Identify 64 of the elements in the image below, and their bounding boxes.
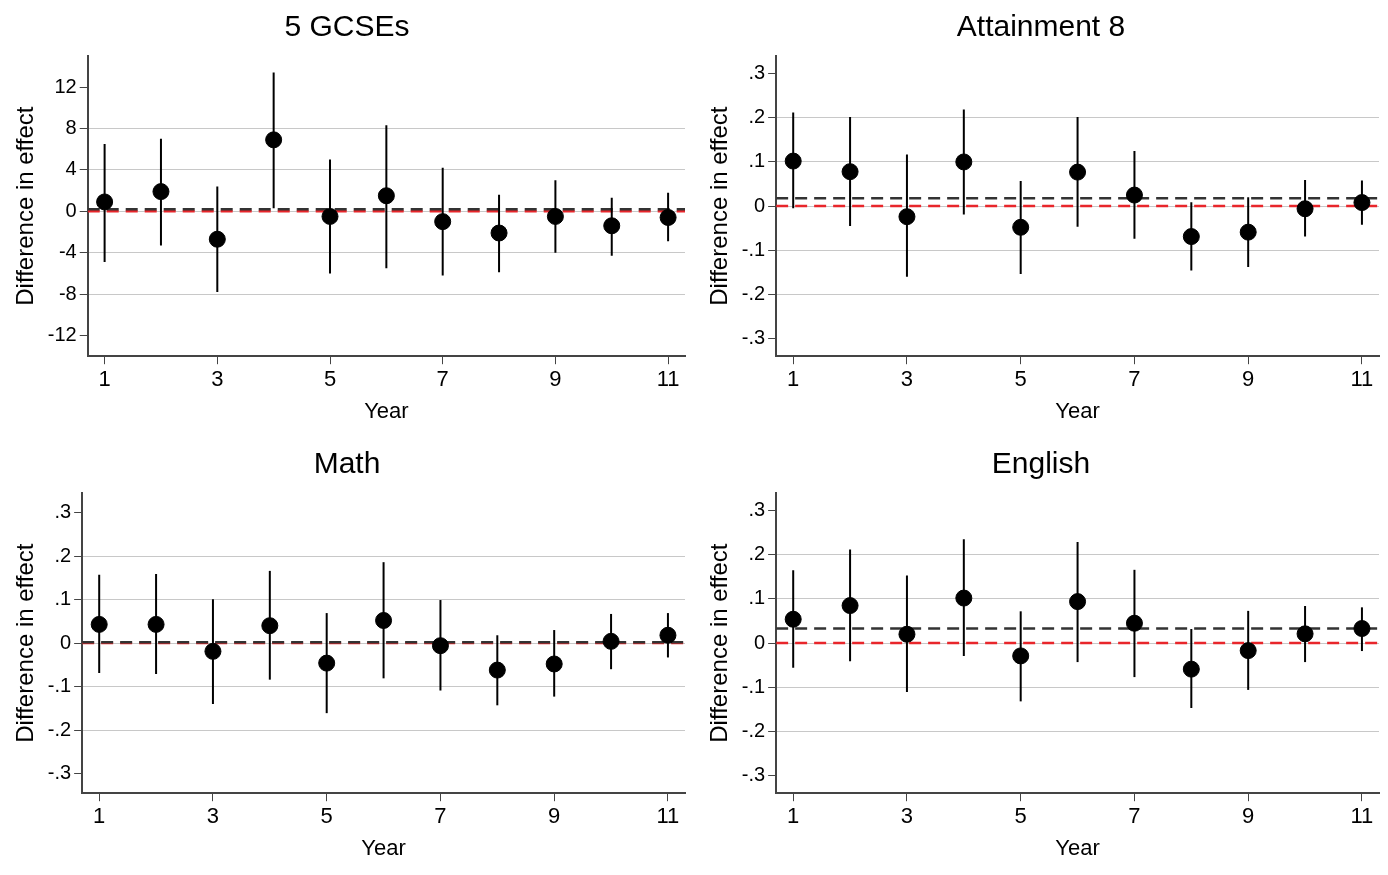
- y-axis-title: Difference in effect: [11, 106, 39, 306]
- x-tick-label: 1: [787, 803, 800, 829]
- x-tick-label: 7: [1128, 803, 1141, 829]
- x-tick-label: 9: [548, 803, 561, 829]
- y-tick-label: -.3: [741, 326, 766, 349]
- x-tick-label: 11: [656, 803, 680, 829]
- y-tick-label: .1: [748, 586, 766, 609]
- y-tick-label: -.1: [741, 237, 766, 260]
- chart-title: Math: [313, 446, 381, 480]
- x-tick-label: 1: [98, 366, 111, 392]
- x-tick-label: 1: [93, 803, 106, 829]
- y-tick-label: -.2: [47, 717, 72, 740]
- x-tick-label: 9: [1242, 803, 1255, 829]
- y-tick-label: .3: [54, 500, 72, 523]
- x-tick-label: 5: [323, 366, 337, 392]
- x-axis-title: Year: [1055, 834, 1100, 860]
- x-tick-label: 5: [1014, 366, 1027, 392]
- y-tick-label: 0: [754, 193, 766, 216]
- y-tick-label: -.1: [741, 674, 766, 697]
- y-tick-label: -8: [58, 281, 77, 304]
- y-axis-title: Difference in effect: [11, 543, 39, 743]
- y-tick-label: -.3: [47, 761, 72, 784]
- y-tick-label: .2: [54, 543, 72, 566]
- x-tick-label: 7: [436, 366, 449, 392]
- x-axis-title: Year: [361, 834, 406, 860]
- x-axis-title: Year: [364, 397, 409, 423]
- y-tick-label: .1: [54, 587, 72, 610]
- y-tick-label: 12: [54, 74, 77, 97]
- y-tick-label: -12: [47, 323, 77, 346]
- y-tick-label: -.1: [47, 674, 72, 697]
- x-tick-label: 9: [1242, 366, 1255, 392]
- x-tick-label: 11: [1350, 366, 1374, 392]
- x-tick-label: 7: [434, 803, 447, 829]
- x-tick-label: 1: [787, 366, 800, 392]
- y-axis-title: Difference in effect: [705, 543, 733, 743]
- x-tick-label: 3: [206, 803, 220, 829]
- y-tick-label: .2: [748, 542, 766, 565]
- x-axis-title: Year: [1055, 397, 1100, 423]
- y-tick-label: 8: [65, 115, 77, 138]
- y-tick-label: -.3: [741, 763, 766, 786]
- x-tick-label: 11: [1350, 803, 1374, 829]
- y-tick-label: .2: [748, 105, 766, 128]
- y-tick-label: 0: [60, 630, 72, 653]
- x-tick-label: 3: [211, 366, 224, 392]
- x-tick-label: 5: [1014, 803, 1027, 829]
- y-tick-label: 4: [65, 157, 77, 180]
- y-tick-label: -.2: [741, 281, 766, 304]
- x-tick-label: 5: [320, 803, 333, 829]
- x-tick-label: 9: [549, 366, 562, 392]
- y-tick-label: .1: [748, 149, 766, 172]
- x-tick-label: 3: [900, 803, 914, 829]
- y-tick-label: 0: [754, 630, 766, 653]
- x-tick-label: 3: [900, 366, 914, 392]
- y-tick-label: .3: [748, 61, 766, 84]
- chart-title: 5 GCSEs: [284, 9, 410, 43]
- y-tick-label: .3: [748, 498, 766, 521]
- y-tick-label: -.2: [741, 718, 766, 741]
- chart-title: English: [991, 446, 1091, 480]
- chart-title: Attainment 8: [956, 9, 1126, 43]
- y-axis-title: Difference in effect: [705, 106, 733, 306]
- x-tick-label: 7: [1128, 366, 1141, 392]
- x-tick-label: 11: [656, 366, 680, 392]
- y-tick-label: 0: [65, 198, 77, 221]
- y-tick-label: -4: [58, 240, 77, 263]
